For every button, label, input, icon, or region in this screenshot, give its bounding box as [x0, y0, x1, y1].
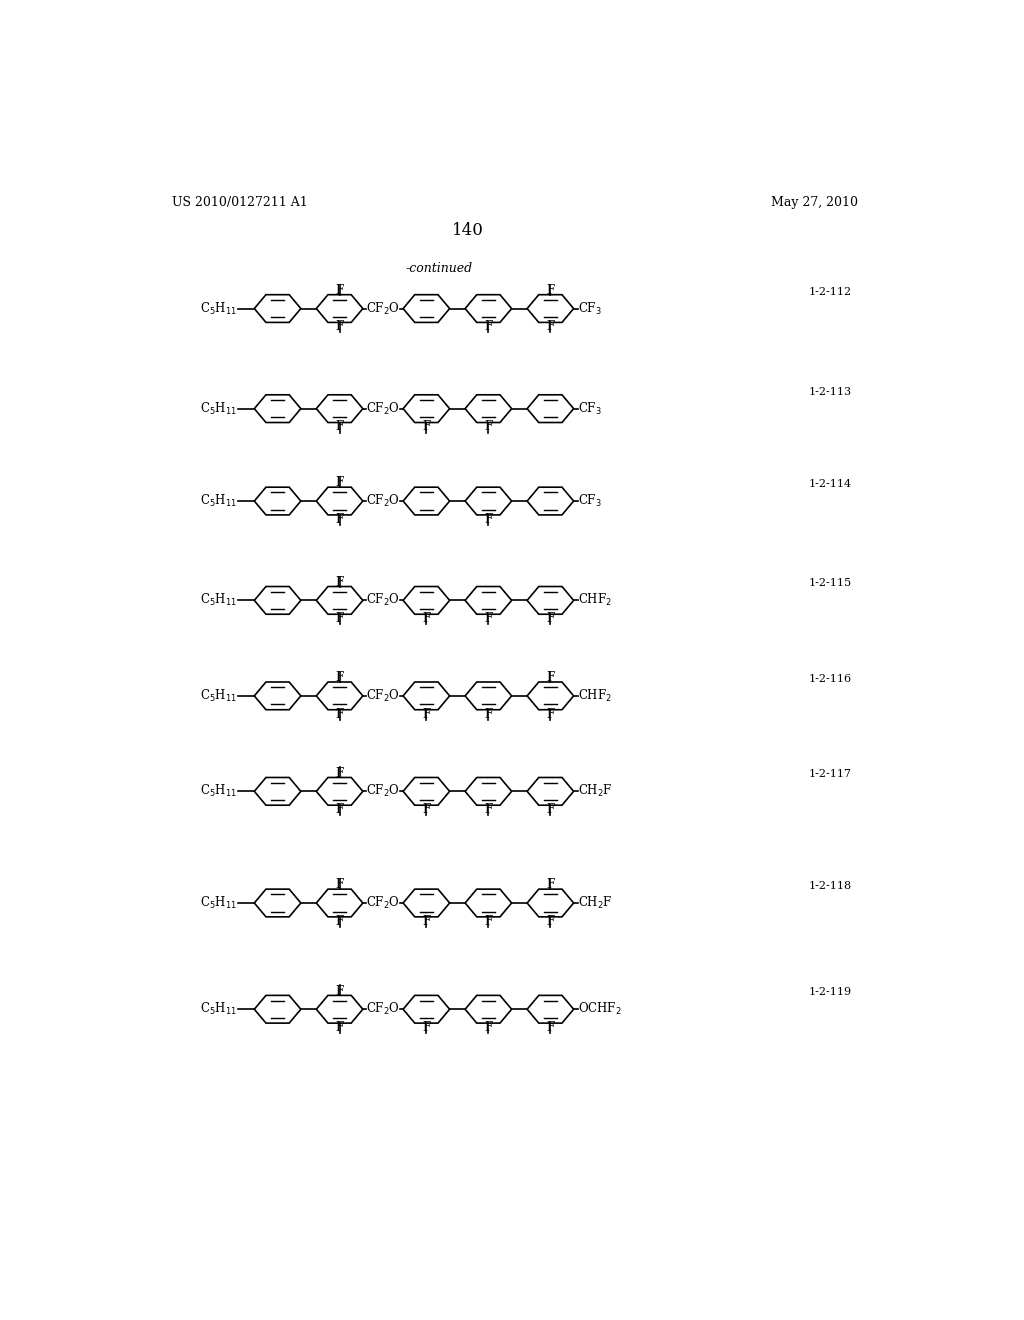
Text: F: F [336, 420, 344, 433]
Text: F: F [546, 321, 555, 333]
Text: CF$_3$: CF$_3$ [579, 301, 602, 317]
Text: CHF$_2$: CHF$_2$ [579, 688, 612, 704]
Text: OCHF$_2$: OCHF$_2$ [579, 1001, 622, 1018]
Text: CF$_2$O: CF$_2$O [366, 688, 400, 704]
Text: F: F [484, 321, 493, 333]
Text: F: F [484, 1020, 493, 1034]
Text: F: F [422, 708, 430, 721]
Text: CF$_2$O: CF$_2$O [366, 593, 400, 609]
Text: CH$_2$F: CH$_2$F [579, 895, 613, 911]
Text: F: F [546, 708, 555, 721]
Text: 1-2-113: 1-2-113 [809, 387, 852, 397]
Text: C$_5$H$_{11}$: C$_5$H$_{11}$ [201, 492, 238, 510]
Text: CF$_2$O: CF$_2$O [366, 301, 400, 317]
Text: F: F [336, 708, 344, 721]
Text: CHF$_2$: CHF$_2$ [579, 593, 612, 609]
Text: F: F [546, 612, 555, 626]
Text: 1-2-117: 1-2-117 [809, 770, 851, 779]
Text: F: F [336, 576, 344, 589]
Text: F: F [336, 321, 344, 333]
Text: CF$_2$O: CF$_2$O [366, 400, 400, 417]
Text: C$_5$H$_{11}$: C$_5$H$_{11}$ [201, 301, 238, 317]
Text: F: F [546, 671, 555, 684]
Text: CF$_2$O: CF$_2$O [366, 783, 400, 800]
Text: CF$_2$O: CF$_2$O [366, 895, 400, 911]
Text: CF$_2$O: CF$_2$O [366, 1001, 400, 1018]
Text: C$_5$H$_{11}$: C$_5$H$_{11}$ [201, 400, 238, 417]
Text: CF$_2$O: CF$_2$O [366, 492, 400, 510]
Text: F: F [336, 767, 344, 780]
Text: C$_5$H$_{11}$: C$_5$H$_{11}$ [201, 593, 238, 609]
Text: F: F [336, 803, 344, 816]
Text: May 27, 2010: May 27, 2010 [771, 197, 858, 209]
Text: 1-2-116: 1-2-116 [809, 675, 852, 684]
Text: F: F [484, 803, 493, 816]
Text: C$_5$H$_{11}$: C$_5$H$_{11}$ [201, 895, 238, 911]
Text: F: F [484, 708, 493, 721]
Text: CF$_3$: CF$_3$ [579, 492, 602, 510]
Text: F: F [484, 420, 493, 433]
Text: C$_5$H$_{11}$: C$_5$H$_{11}$ [201, 1001, 238, 1018]
Text: 1-2-112: 1-2-112 [809, 286, 852, 297]
Text: F: F [336, 512, 344, 525]
Text: F: F [484, 612, 493, 626]
Text: F: F [422, 1020, 430, 1034]
Text: F: F [336, 284, 344, 297]
Text: US 2010/0127211 A1: US 2010/0127211 A1 [172, 197, 308, 209]
Text: F: F [546, 915, 555, 928]
Text: F: F [336, 878, 344, 891]
Text: CH$_2$F: CH$_2$F [579, 783, 613, 800]
Text: CF$_3$: CF$_3$ [579, 400, 602, 417]
Text: F: F [336, 915, 344, 928]
Text: F: F [546, 803, 555, 816]
Text: F: F [546, 1020, 555, 1034]
Text: 1-2-114: 1-2-114 [809, 479, 852, 490]
Text: F: F [336, 612, 344, 626]
Text: F: F [546, 284, 555, 297]
Text: F: F [336, 985, 344, 998]
Text: F: F [484, 512, 493, 525]
Text: F: F [422, 915, 430, 928]
Text: 1-2-118: 1-2-118 [809, 880, 852, 891]
Text: 1-2-115: 1-2-115 [809, 578, 852, 589]
Text: F: F [422, 803, 430, 816]
Text: F: F [336, 1020, 344, 1034]
Text: 140: 140 [452, 222, 483, 239]
Text: F: F [484, 915, 493, 928]
Text: -continued: -continued [406, 261, 472, 275]
Text: F: F [422, 612, 430, 626]
Text: C$_5$H$_{11}$: C$_5$H$_{11}$ [201, 688, 238, 704]
Text: C$_5$H$_{11}$: C$_5$H$_{11}$ [201, 783, 238, 800]
Text: F: F [336, 477, 344, 490]
Text: 1-2-119: 1-2-119 [809, 987, 852, 998]
Text: F: F [546, 878, 555, 891]
Text: F: F [336, 671, 344, 684]
Text: F: F [422, 420, 430, 433]
